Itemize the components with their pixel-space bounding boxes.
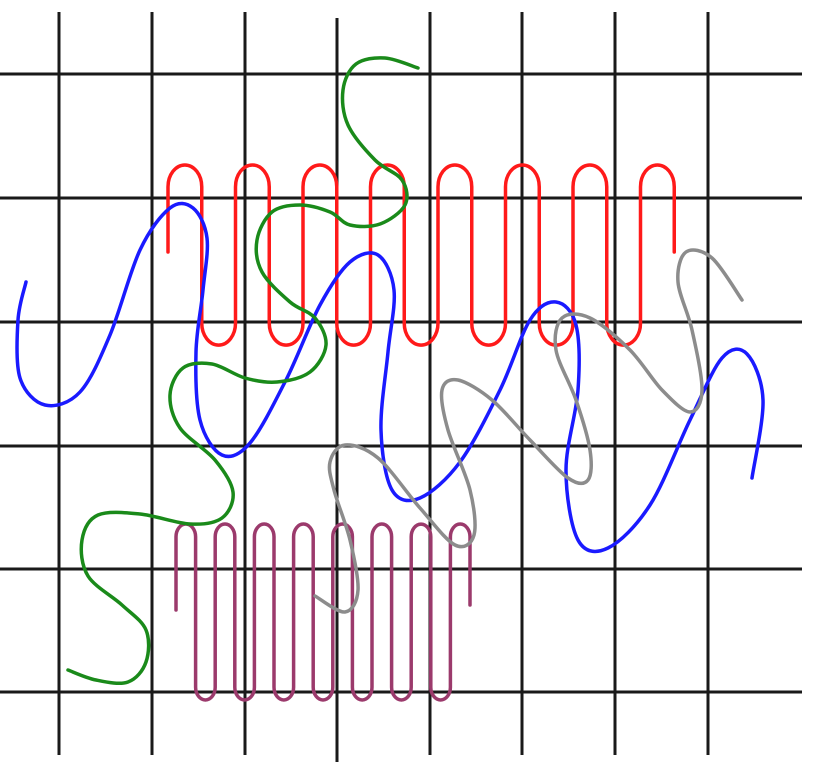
- curves: [15, 56, 765, 702]
- gray-helix-curve: [313, 248, 744, 614]
- purple-coil-curve: [174, 522, 472, 702]
- red-coil-curve: [166, 163, 676, 347]
- blue-helix-curve: [15, 201, 765, 554]
- green-wave-curve: [66, 56, 420, 685]
